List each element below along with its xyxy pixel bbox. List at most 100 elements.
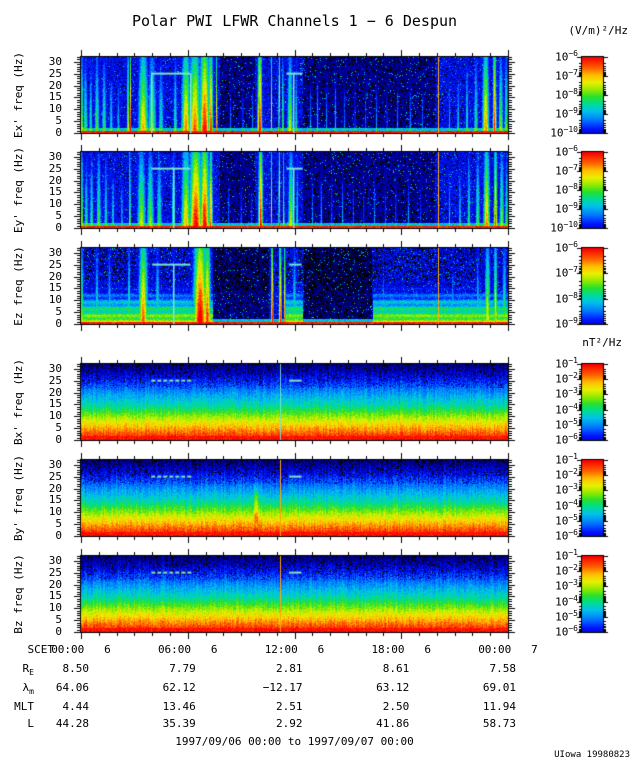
ytick-label: 10 <box>48 505 62 519</box>
ephemeris-value: 2.92 <box>276 717 303 730</box>
ytick-label: 25 <box>48 565 62 579</box>
ephemeris-value: 2.51 <box>276 700 303 713</box>
colorbar-exponent-label: 10−6 <box>555 528 578 543</box>
ephemeris-value: 58.73 <box>482 717 516 730</box>
ytick-label: 30 <box>48 361 62 375</box>
ytick-label: 0 <box>55 221 62 234</box>
ephemeris-value: 4.44 <box>62 700 90 713</box>
ytick-label: 0 <box>55 529 62 542</box>
colorbar-exponent-label: 10−1 <box>555 452 578 467</box>
ytick-label: 5 <box>55 305 62 319</box>
colorbar-exponent-label: 10−6 <box>555 49 578 64</box>
y-axis-label-Ez: Ez freq (Hz) <box>12 246 25 326</box>
ephemeris-value: 13.46 <box>162 700 196 713</box>
ytick-label: 5 <box>55 421 62 435</box>
y-axis-label-Bx: Bx' freq (Hz) <box>12 358 25 446</box>
colorbar-exponent-label: 10−1 <box>555 548 578 563</box>
colorbar-exponent-label: 10−6 <box>555 624 578 639</box>
ephemeris-value: 7.58 <box>489 662 517 675</box>
ytick-label: 15 <box>48 493 62 507</box>
y-axis-label-Ex: Ex' freq (Hz) <box>12 51 25 139</box>
colorbar-exponent-label: 10−7 <box>555 163 578 178</box>
colorbar-exponent-label: 10−8 <box>555 182 578 197</box>
ytick-label: 10 <box>48 197 62 211</box>
ytick-label: 15 <box>48 185 62 199</box>
colorbar-exponent-label: 10−7 <box>555 68 578 83</box>
colorbar-exponent-label: 10−6 <box>555 432 578 447</box>
ytick-label: 30 <box>48 245 62 259</box>
ephemeris-value: 7.79 <box>169 662 196 675</box>
ytick-label: 30 <box>48 54 62 68</box>
ytick-label: 30 <box>48 149 62 163</box>
ytick-label: 0 <box>55 126 62 139</box>
ephemeris-row-label: L <box>27 717 34 730</box>
ytick-label: 20 <box>48 269 62 283</box>
ytick-label: 20 <box>48 577 62 591</box>
ytick-label: 20 <box>48 385 62 399</box>
ephemeris-row-label: MLT <box>14 700 34 713</box>
ytick-label: 10 <box>48 601 62 615</box>
ephemeris-value: 41.86 <box>376 717 410 730</box>
colorbar-exponent-label: 10−9 <box>555 201 578 216</box>
ytick-label: 25 <box>48 257 62 271</box>
colorbar-exponent-label: 10−5 <box>555 416 578 432</box>
ephemeris-value: 69.01 <box>482 681 516 694</box>
ytick-label: 0 <box>55 625 62 638</box>
ephemeris-value: 11.94 <box>482 700 516 713</box>
ytick-label: 15 <box>48 90 62 104</box>
time-tick-label: 00:00 6 <box>51 643 111 656</box>
ytick-label: 30 <box>48 553 62 567</box>
ytick-label: 0 <box>55 433 62 446</box>
colorbar-exponent-label: 10−2 <box>555 371 578 386</box>
ytick-label: 10 <box>48 102 62 116</box>
time-tick-label: 12:00 6 <box>264 643 325 656</box>
ytick-label: 20 <box>48 78 62 92</box>
magnetic-units-label: nT²/Hz <box>582 336 622 349</box>
ephemeris-value: 35.39 <box>162 717 196 730</box>
ytick-label: 25 <box>48 66 62 80</box>
colorbar-exponent-label: 10−5 <box>555 608 578 624</box>
ytick-label: 15 <box>48 281 62 295</box>
colorbar-exponent-label: 10−3 <box>555 578 578 594</box>
ytick-label: 20 <box>48 173 62 187</box>
time-range-footer: 1997/09/06 00:00 to 1997/09/07 00:00 <box>175 735 414 748</box>
colorbar-exponent-label: 10−8 <box>555 87 578 102</box>
ytick-label: 15 <box>48 589 62 603</box>
ephemeris-value: 8.61 <box>382 662 410 675</box>
ytick-label: 20 <box>48 481 62 495</box>
ephemeris-value: 2.81 <box>276 662 303 675</box>
ephemeris-value: −12.17 <box>262 681 303 694</box>
y-axis-label-Bz: Bz freq (Hz) <box>12 554 25 634</box>
colorbar-exponent-label: 10−5 <box>555 512 578 528</box>
colorbar-exponent-label: 10−3 <box>555 386 578 402</box>
colorbar-exponent-label: 10−4 <box>555 401 578 417</box>
time-tick-label: 18:00 6 <box>371 643 432 656</box>
ephemeris-value: 62.12 <box>162 681 196 694</box>
ytick-label: 30 <box>48 457 62 471</box>
ytick-label: 5 <box>55 613 62 627</box>
ytick-label: 10 <box>48 293 62 307</box>
time-tick-label: 00:00 7 <box>478 643 538 656</box>
colorbar-exponent-label: 10−9 <box>555 316 578 331</box>
colorbar-exponent-label: 10−4 <box>555 593 578 609</box>
ephemeris-value: 63.12 <box>376 681 410 694</box>
ytick-label: 25 <box>48 161 62 175</box>
colorbar-exponent-label: 10−10 <box>550 125 578 140</box>
colorbar-exponent-label: 10−2 <box>555 563 578 578</box>
colorbar-exponent-label: 10−6 <box>555 240 578 255</box>
ephemeris-value: 2.50 <box>382 700 410 713</box>
ytick-label: 5 <box>55 209 62 223</box>
ytick-label: 0 <box>55 317 62 330</box>
colorbar-exponent-label: 10−10 <box>550 220 578 235</box>
colorbar-exponent-label: 10−6 <box>555 144 578 159</box>
ytick-label: 10 <box>48 409 62 423</box>
ephemeris-row-label: λm <box>22 681 34 697</box>
colorbar-exponent-label: 10−7 <box>555 265 578 280</box>
ytick-label: 5 <box>55 114 62 128</box>
colorbar-exponent-label: 10−9 <box>555 106 578 121</box>
y-axis-label-By: By' freq (Hz) <box>12 454 25 542</box>
scet-axis-label: SCET <box>27 643 55 656</box>
colorbar-exponent-label: 10−2 <box>555 467 578 482</box>
